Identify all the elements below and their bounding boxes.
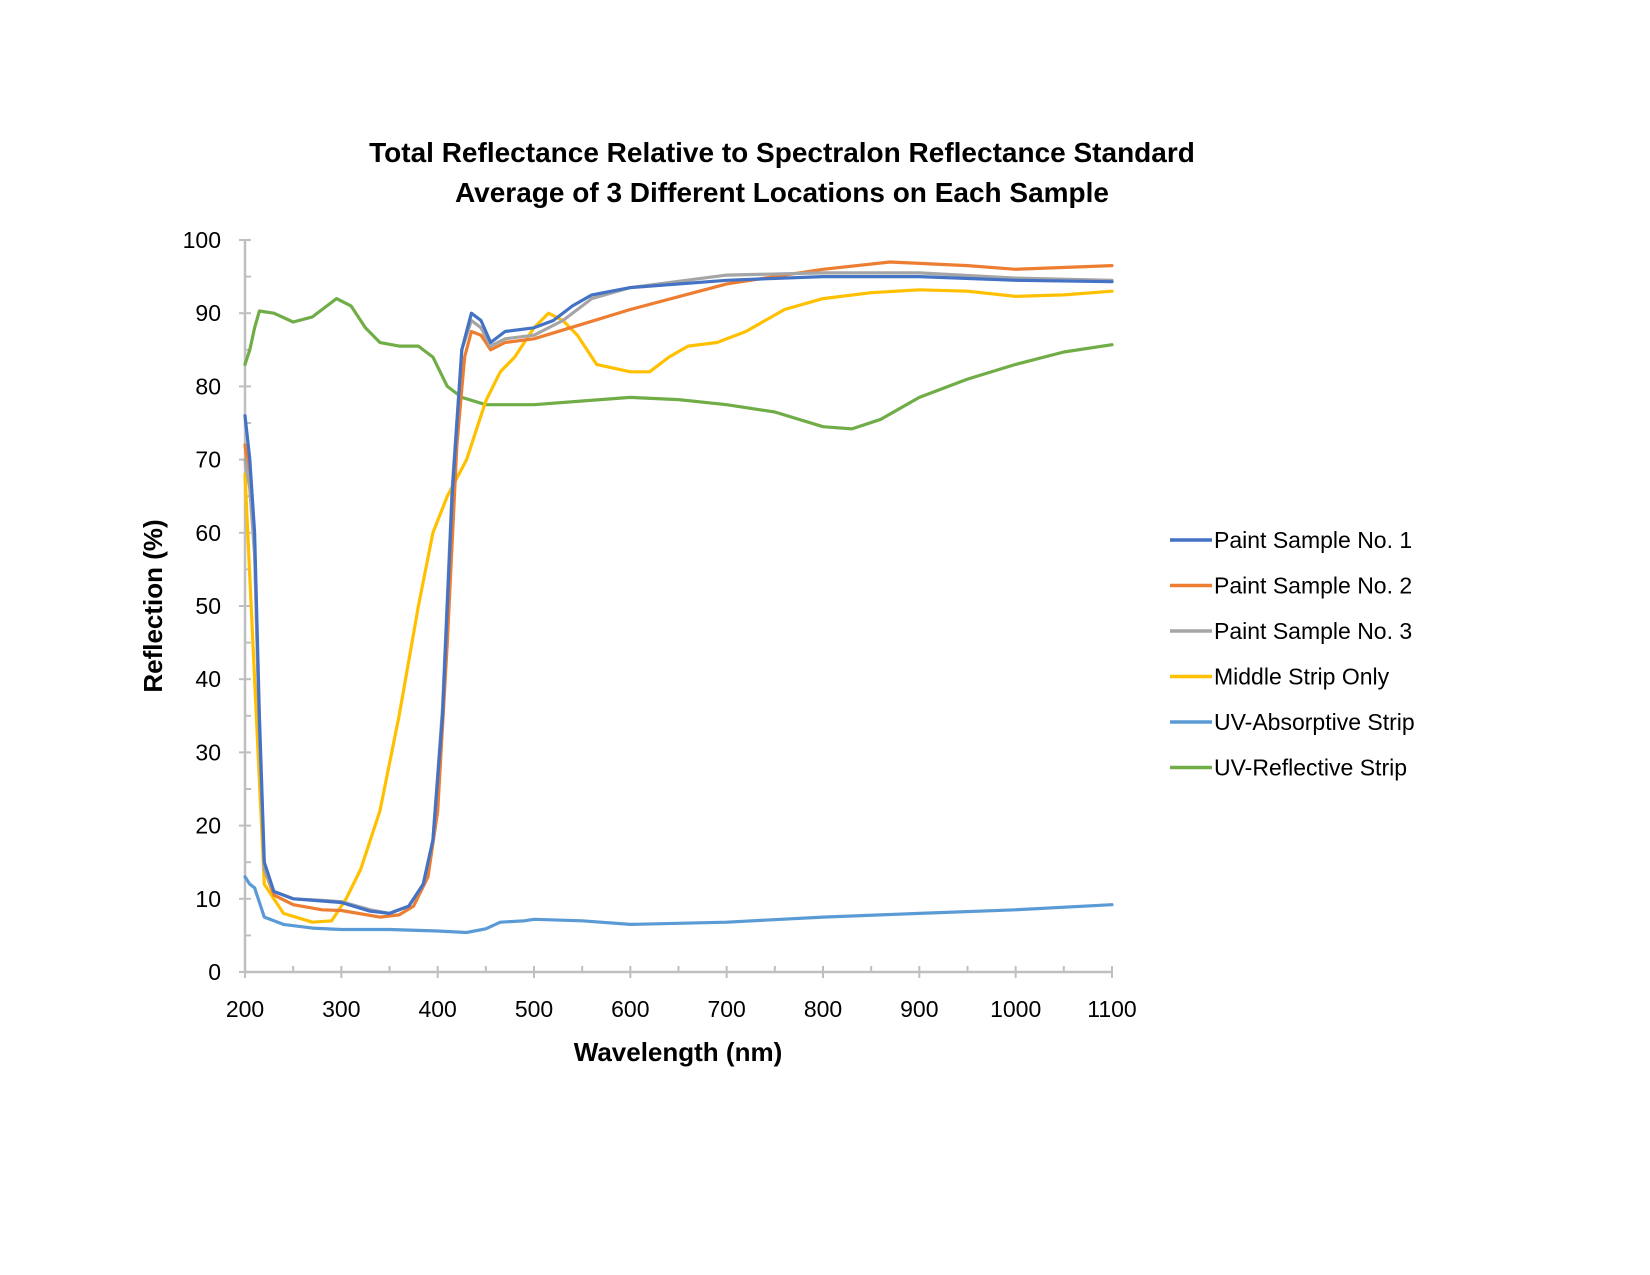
- x-tick-label: 800: [804, 996, 842, 1022]
- y-tick-label: 80: [195, 373, 221, 399]
- y-tick-label: 60: [195, 520, 221, 546]
- y-tick-label: 40: [195, 666, 221, 692]
- series-line-paint-sample-no-1: [243, 275, 1114, 916]
- series-line-uv-absorptive-strip: [243, 875, 1114, 935]
- legend-item: UV-Reflective Strip: [1170, 755, 1407, 781]
- y-tick-label: 10: [195, 886, 221, 912]
- x-tick-label: 300: [322, 996, 360, 1022]
- y-axis-label: Reflection (%): [138, 519, 168, 692]
- axes: 0 10 20 30 40 50 60 70 80 90 100 200 300 400 500 600 700…: [183, 227, 1137, 1022]
- legend: Paint Sample No. 1 Paint Sample No. 2 Pain…: [1170, 527, 1415, 781]
- x-tick-label: 200: [226, 996, 264, 1022]
- chart-title-line-2: Average of 3 Different Locations on Each…: [455, 177, 1109, 208]
- y-tick-label: 0: [208, 959, 221, 985]
- legend-label: Paint Sample No. 1: [1214, 527, 1412, 553]
- y-tick-label: 20: [195, 813, 221, 839]
- legend-label: Paint Sample No. 2: [1214, 573, 1412, 599]
- legend-item: Paint Sample No. 1: [1170, 527, 1412, 553]
- legend-label: UV-Absorptive Strip: [1214, 709, 1415, 735]
- x-axis-label: Wavelength (nm): [574, 1037, 782, 1067]
- legend-item: Paint Sample No. 3: [1170, 618, 1412, 644]
- series-line-paint-sample-no-3: [243, 271, 1114, 916]
- series-line-paint-sample-no-2: [243, 260, 1114, 919]
- y-tick-label: 90: [195, 300, 221, 326]
- x-tick-label: 600: [611, 996, 649, 1022]
- x-tick-label: 500: [515, 996, 553, 1022]
- series-line-uv-reflective-strip: [243, 297, 1114, 431]
- legend-item: UV-Absorptive Strip: [1170, 709, 1415, 735]
- legend-label: UV-Reflective Strip: [1214, 755, 1407, 781]
- x-tick-label: 700: [707, 996, 745, 1022]
- legend-item: Middle Strip Only: [1170, 664, 1390, 690]
- x-tick-label: 900: [900, 996, 938, 1022]
- series-line-middle-strip-only: [243, 288, 1114, 924]
- y-tick-label: 30: [195, 739, 221, 765]
- series-lines: [243, 260, 1114, 935]
- y-tick-label: 50: [195, 593, 221, 619]
- legend-label: Paint Sample No. 3: [1214, 618, 1412, 644]
- x-tick-label: 1000: [990, 996, 1041, 1022]
- legend-item: Paint Sample No. 2: [1170, 573, 1412, 599]
- y-tick-label: 70: [195, 447, 221, 473]
- chart-title-line-1: Total Reflectance Relative to Spectralon…: [369, 137, 1195, 168]
- x-tick-label: 400: [418, 996, 456, 1022]
- legend-label: Middle Strip Only: [1214, 664, 1390, 690]
- x-tick-label: 1100: [1087, 996, 1136, 1022]
- y-tick-label: 100: [183, 227, 221, 253]
